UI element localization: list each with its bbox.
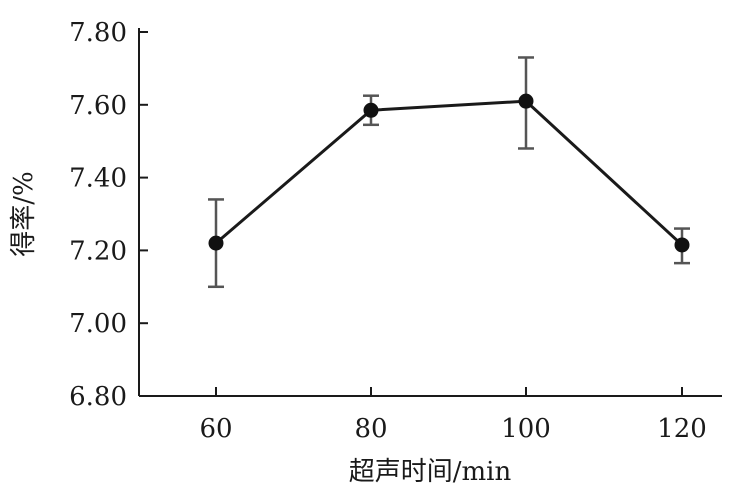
x-axis-title: 超声时间/min <box>349 457 512 487</box>
y-tick-label: 7.00 <box>69 309 127 339</box>
y-ticks: 6.80 7.00 7.20 7.40 7.60 7.80 <box>69 18 148 412</box>
x-tick-label: 60 <box>199 414 232 444</box>
y-tick-label: 7.20 <box>69 236 127 266</box>
y-tick-label: 7.80 <box>69 18 127 48</box>
data-point <box>208 235 224 251</box>
data-point <box>674 237 690 253</box>
y-tick-label: 6.80 <box>69 382 127 412</box>
series-line <box>215 99 684 247</box>
data-point <box>518 93 534 109</box>
error-bars <box>208 56 690 289</box>
x-tick-label: 120 <box>657 414 707 444</box>
x-tick-label: 80 <box>354 414 387 444</box>
y-axis-title: 得率/% <box>9 171 39 256</box>
axes <box>138 28 722 397</box>
y-tick-label: 7.60 <box>69 91 127 121</box>
data-points <box>208 93 690 253</box>
x-tick-label: 100 <box>501 414 551 444</box>
y-tick-label: 7.40 <box>69 164 127 194</box>
data-point <box>363 102 379 118</box>
x-ticks: 60 80 100 120 <box>199 387 707 444</box>
